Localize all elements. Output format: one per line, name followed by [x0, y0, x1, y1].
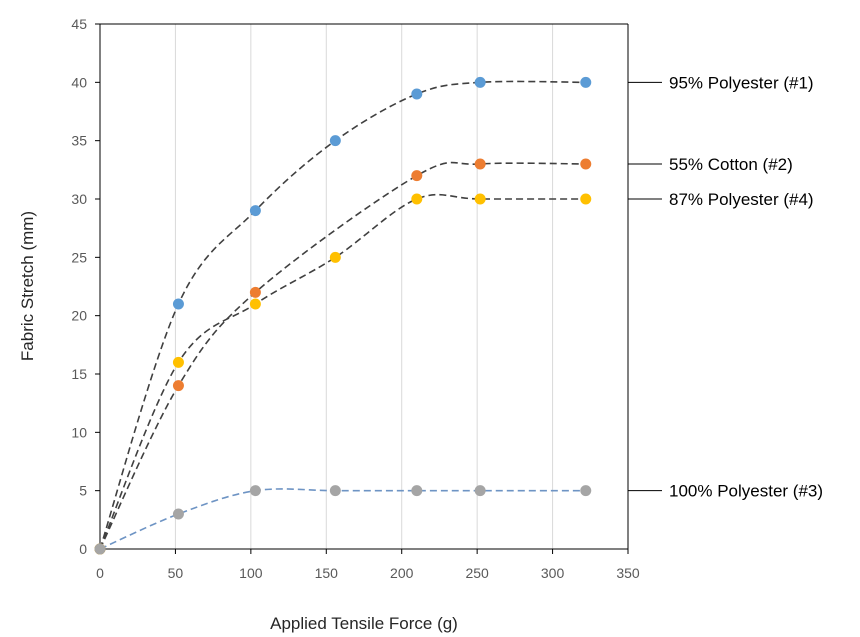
series-1-point	[249, 205, 261, 217]
y-tick-label: 20	[71, 308, 87, 324]
series-2-point	[172, 380, 184, 392]
axes	[95, 23, 629, 554]
data-points	[94, 76, 592, 555]
series-2-point	[580, 158, 592, 170]
series-4-point	[474, 485, 486, 497]
y-tick-label: 15	[71, 366, 87, 382]
tick-labels: 0 5 10 15 20 25 30 35 40 45 0 50 100 150 200 250 300 350	[71, 16, 639, 581]
x-tick-label: 100	[239, 565, 263, 581]
series-3-trendline	[99, 193, 586, 550]
gridlines	[174, 24, 629, 549]
series-1-trendline	[99, 80, 586, 550]
series-3-point	[411, 193, 423, 205]
trendlines	[99, 80, 586, 550]
series-3-point	[172, 356, 184, 368]
series-1-point	[329, 135, 341, 147]
y-tick-label: 10	[71, 424, 87, 440]
y-axis-title: Fabric Stretch (mm)	[18, 211, 37, 361]
series-labels: 95% Polyester (#1) 55% Cotton (#2) 87% Pol…	[628, 73, 823, 501]
series-3-point	[474, 193, 486, 205]
series-4-point	[94, 543, 106, 555]
y-tick-label: 35	[71, 133, 87, 149]
x-tick-label: 50	[168, 565, 184, 581]
series-1-point	[474, 76, 486, 88]
series-3-point	[249, 298, 261, 310]
y-tick-label: 45	[71, 16, 87, 32]
series-4-point	[580, 485, 592, 497]
series-1-point	[172, 298, 184, 310]
x-axis-title: Applied Tensile Force (g)	[270, 614, 458, 633]
x-tick-label: 150	[315, 565, 339, 581]
series-4-point	[249, 485, 261, 497]
x-tick-label: 200	[390, 565, 414, 581]
series-4-point	[411, 485, 423, 497]
series-2-point	[474, 158, 486, 170]
series-1-point	[411, 88, 423, 100]
series-3-label: 87% Polyester (#4)	[669, 190, 814, 209]
y-tick-label: 30	[71, 191, 87, 207]
y-tick-label: 5	[79, 483, 87, 499]
series-1-label: 95% Polyester (#1)	[669, 73, 814, 92]
series-4-point	[172, 508, 184, 520]
y-tick-label: 25	[71, 249, 87, 265]
y-tick-label: 40	[71, 74, 87, 90]
series-3-point	[329, 251, 341, 263]
series-4-trendline	[99, 488, 586, 550]
series-2-point	[411, 170, 423, 182]
x-tick-label: 0	[96, 565, 104, 581]
series-4-label: 100% Polyester (#3)	[669, 482, 823, 501]
series-1-point	[580, 76, 592, 88]
x-tick-label: 300	[541, 565, 565, 581]
series-2-point	[249, 286, 261, 298]
series-4-point	[329, 485, 341, 497]
series-2-trendline	[99, 161, 586, 550]
y-tick-label: 0	[79, 541, 87, 557]
x-tick-label: 250	[465, 565, 489, 581]
x-tick-label: 350	[616, 565, 640, 581]
series-2-label: 55% Cotton (#2)	[669, 155, 793, 174]
series-3-point	[580, 193, 592, 205]
